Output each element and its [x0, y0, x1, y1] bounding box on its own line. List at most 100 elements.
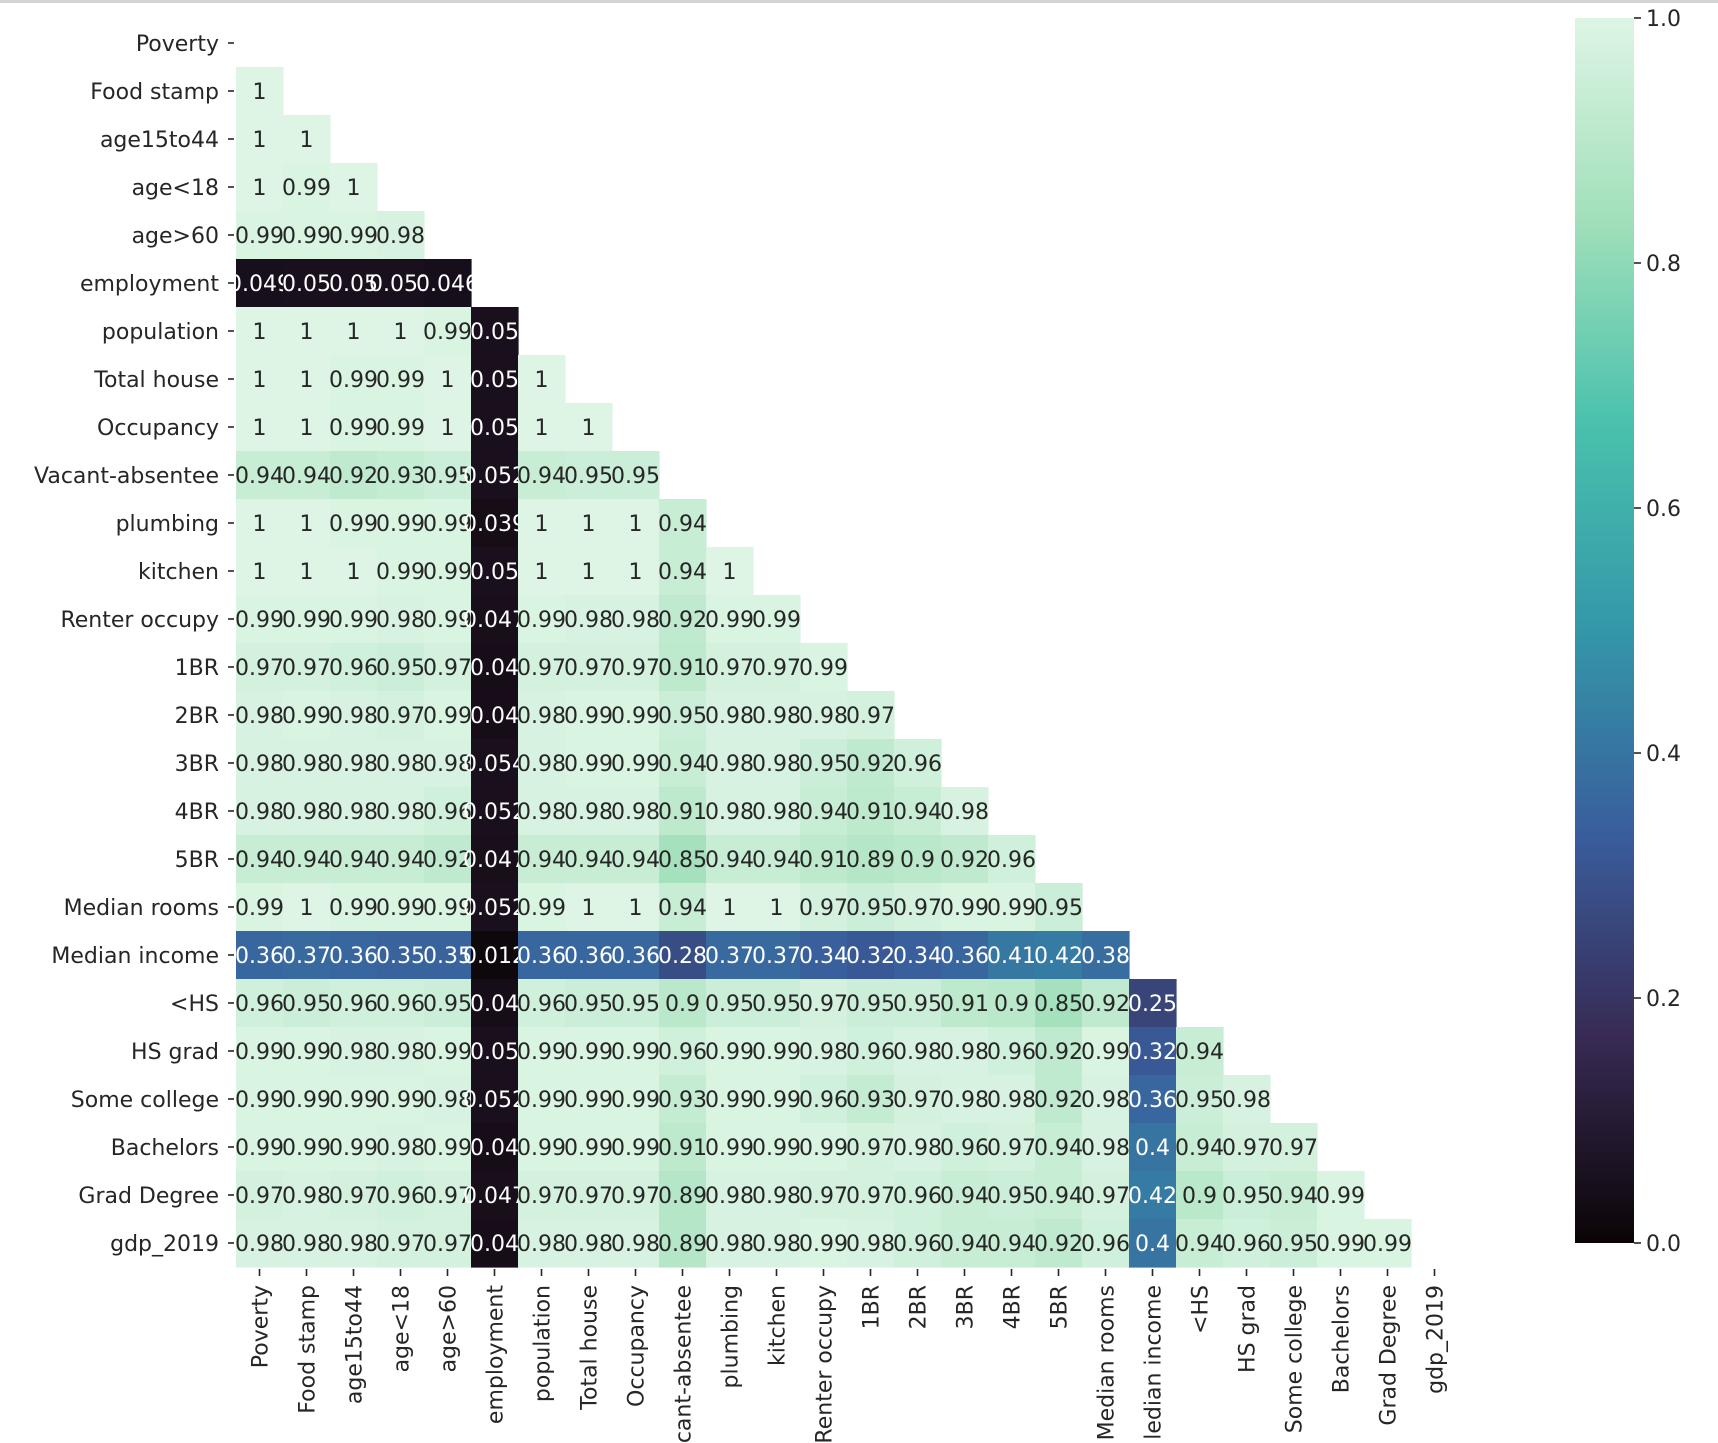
cell-value-label: 0.95 [987, 1184, 1036, 1209]
heatmap-cell [753, 787, 801, 836]
heatmap-cell [518, 1171, 566, 1220]
cell-value-label: 0.99 [1363, 1232, 1412, 1257]
y-tick-label: <HS [170, 992, 219, 1017]
cell-value-label: 0.99 [611, 704, 660, 729]
heatmap-cell [471, 1075, 519, 1124]
cell-value-label: 1 [629, 512, 643, 537]
cell-value-label: 0.42 [1128, 1184, 1177, 1209]
cell-value-label: 0.98 [846, 1232, 895, 1257]
cell-value-label: 0.42 [1034, 944, 1083, 969]
x-tick-label: 1BR [860, 1285, 885, 1329]
cell-value-label: 0.94 [564, 848, 613, 873]
heatmap-cell [330, 499, 378, 548]
colorbar-tick-label: 0.4 [1646, 742, 1681, 767]
heatmap-cell [330, 1171, 378, 1220]
cell-value-label: 0.89 [846, 848, 895, 873]
heatmap-cell [659, 1027, 707, 1076]
cell-value-label: 0.94 [658, 560, 707, 585]
cell-value-label: 0.98 [235, 800, 284, 825]
cell-value-label: 0.99 [329, 512, 378, 537]
heatmap-cell [283, 595, 331, 644]
cell-value-label: 1 [300, 512, 314, 537]
cell-value-label: 0.97 [564, 656, 613, 681]
cell-value-label: 0.9 [900, 848, 935, 873]
cell-value-label: 0.97 [752, 656, 801, 681]
heatmap-cell [283, 307, 331, 356]
heatmap-cell [800, 691, 848, 740]
cell-value-label: 0.99 [752, 1040, 801, 1065]
cell-value-label: 0.96 [987, 848, 1036, 873]
heatmap-cell [1176, 1123, 1224, 1172]
heatmap-cell [1223, 1075, 1271, 1124]
y-tick-label: gdp_2019 [110, 1232, 219, 1257]
heatmap-cell [424, 979, 472, 1028]
heatmap-cell [565, 931, 613, 980]
cell-value-label: 0.04 [470, 656, 519, 681]
cell-value-label: 0.89 [658, 1184, 707, 1209]
heatmap-cell [941, 787, 989, 836]
heatmap-cell [518, 739, 566, 788]
heatmap-cell [612, 1171, 660, 1220]
cell-value-label: 0.98 [282, 1232, 331, 1257]
heatmap-cell [330, 547, 378, 596]
heatmap-cell [1035, 1123, 1083, 1172]
cell-value-label: 1 [300, 320, 314, 345]
x-tick-label: employment [484, 1285, 509, 1424]
heatmap-cell [988, 931, 1036, 980]
heatmap-cell [706, 739, 754, 788]
cell-value-label: 0.97 [705, 656, 754, 681]
heatmap-cell [330, 403, 378, 452]
cell-value-label: 0.05 [470, 320, 519, 345]
cell-value-label: 0.99 [235, 608, 284, 633]
cell-value-label: 0.049 [228, 272, 291, 297]
heatmap-cell [894, 739, 942, 788]
heatmap-cell [659, 643, 707, 692]
heatmap-cell [1082, 931, 1130, 980]
heatmap-cell [518, 1027, 566, 1076]
cell-value-label: 0.92 [1034, 1232, 1083, 1257]
heatmap-cell [1082, 1171, 1130, 1220]
heatmap-cell [1270, 1171, 1318, 1220]
cell-value-label: 0.99 [376, 560, 425, 585]
heatmap-cell [471, 931, 519, 980]
heatmap-cell [424, 595, 472, 644]
cell-value-label: 0.98 [329, 1232, 378, 1257]
cell-value-label: 0.047 [463, 1184, 526, 1209]
cell-value-label: 1 [253, 368, 267, 393]
y-axis: Poverty Food stamp age15to44 age<18 age>60 em… [34, 32, 234, 1257]
cell-value-label: 0.98 [517, 800, 566, 825]
heatmap-cell [894, 1171, 942, 1220]
cell-value-label: 0.04 [470, 1232, 519, 1257]
x-tick-label: 4BR [1001, 1285, 1026, 1329]
cell-value-label: 1 [582, 512, 596, 537]
heatmap-cell [612, 1123, 660, 1172]
cell-value-label: 0.95 [611, 992, 660, 1017]
cell-value-label: 0.94 [282, 848, 331, 873]
heatmap-cell [988, 1171, 1036, 1220]
colorbar-tick-label: 0.2 [1646, 987, 1681, 1012]
heatmap-cell [471, 1123, 519, 1172]
cell-value-label: 0.98 [329, 704, 378, 729]
heatmap-cell [565, 691, 613, 740]
cell-value-label: 0.97 [611, 656, 660, 681]
heatmap-cell [659, 835, 707, 884]
heatmap-cell [236, 835, 284, 884]
cell-value-label: 0.98 [517, 1232, 566, 1257]
heatmap-cell [659, 1123, 707, 1172]
heatmap-cell [1035, 931, 1083, 980]
heatmap-cell [518, 835, 566, 884]
heatmap-cell [565, 1171, 613, 1220]
heatmap-cell [424, 1075, 472, 1124]
cell-value-label: 0.99 [329, 608, 378, 633]
heatmap-cell [1035, 1219, 1083, 1268]
x-axis: Poverty Food stamp age15to44 age<18 age>60 em… [249, 1269, 1449, 1443]
cell-value-label: 0.98 [376, 800, 425, 825]
heatmap-cell [1176, 1075, 1224, 1124]
heatmap-cell [612, 787, 660, 836]
heatmap-cell [659, 883, 707, 932]
cell-value-label: 0.95 [1034, 896, 1083, 921]
cell-value-label: 0.36 [517, 944, 566, 969]
y-tick-label: Renter occupy [60, 608, 219, 633]
heatmap-cell [471, 787, 519, 836]
cell-value-label: 0.99 [329, 416, 378, 441]
